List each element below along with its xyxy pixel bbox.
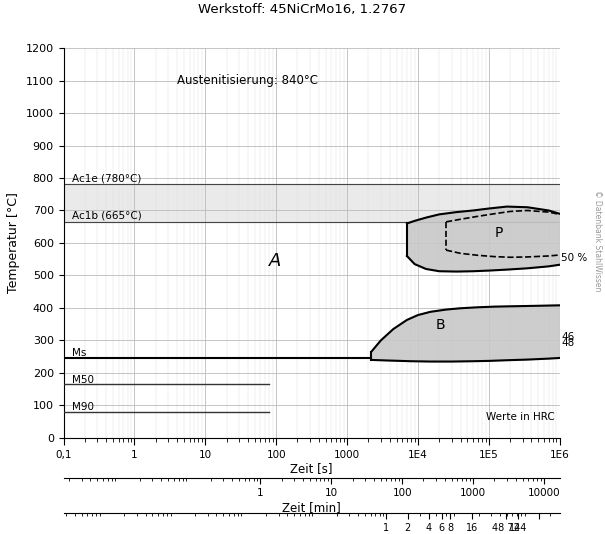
Text: P: P — [494, 226, 503, 240]
Text: B: B — [436, 318, 446, 332]
Text: Ac1b (665°C): Ac1b (665°C) — [71, 210, 142, 221]
Bar — [64, 185, 560, 222]
Text: Werkstoff: 45NiCrMo16, 1.2767: Werkstoff: 45NiCrMo16, 1.2767 — [198, 3, 407, 17]
X-axis label: Zeit [s]: Zeit [s] — [290, 462, 333, 475]
Text: Werte in HRC: Werte in HRC — [485, 412, 554, 422]
Polygon shape — [407, 207, 560, 272]
Y-axis label: Temperatur [°C]: Temperatur [°C] — [7, 193, 20, 293]
Text: 48: 48 — [561, 338, 574, 348]
Text: Austenitisierung: 840°C: Austenitisierung: 840°C — [177, 74, 318, 87]
Text: 46: 46 — [561, 333, 574, 342]
X-axis label: Zeit [min]: Zeit [min] — [282, 501, 341, 514]
Polygon shape — [371, 305, 560, 362]
Text: © Datenbank StahlWissen: © Datenbank StahlWissen — [593, 190, 602, 291]
Text: M50: M50 — [71, 375, 94, 384]
Text: Ms: Ms — [71, 348, 86, 358]
Text: M90: M90 — [71, 402, 94, 412]
Text: 50 %: 50 % — [561, 254, 587, 263]
Text: Ac1e (780°C): Ac1e (780°C) — [71, 173, 141, 183]
Text: A: A — [269, 252, 282, 270]
